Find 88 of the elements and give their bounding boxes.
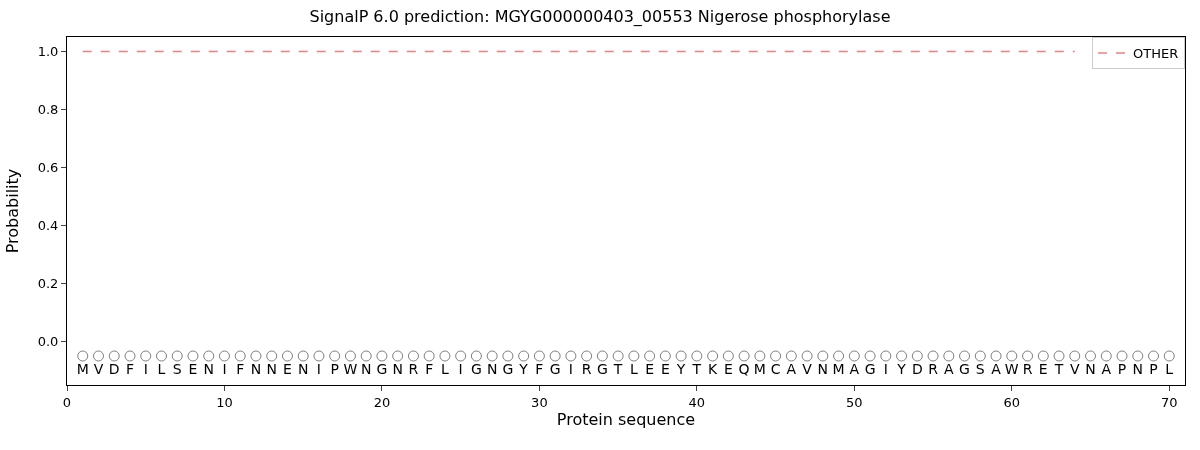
data-label: E — [723, 360, 733, 377]
data-label: V — [1069, 360, 1080, 377]
data-label: C — [770, 360, 781, 377]
data-label: F — [425, 360, 434, 377]
data-label: I — [883, 360, 888, 377]
data-label: S — [975, 360, 985, 377]
data-label: L — [441, 360, 450, 377]
y-tick-label: 0.4 — [37, 218, 59, 234]
data-label: F — [535, 360, 544, 377]
x-tick-label: 30 — [531, 394, 548, 410]
data-label: W — [343, 360, 358, 377]
data-label: S — [172, 360, 182, 377]
x-axis-title: Protein sequence — [556, 410, 696, 430]
data-label: N — [250, 360, 262, 377]
data-label: K — [708, 360, 719, 377]
data-label: L — [1165, 360, 1174, 377]
data-label: T — [691, 360, 702, 377]
data-label: G — [549, 360, 561, 377]
x-tick-label: 10 — [216, 394, 233, 410]
data-label: W — [1004, 360, 1019, 377]
data-label: Y — [896, 360, 907, 377]
x-tick-label: 20 — [373, 394, 391, 410]
x-tick-label: 70 — [1160, 394, 1178, 410]
y-tick-label: 0.2 — [37, 276, 59, 292]
data-label: P — [1117, 360, 1127, 377]
x-tick-label: 40 — [688, 394, 706, 410]
data-label: I — [458, 360, 463, 377]
data-label: N — [392, 360, 403, 377]
data-label: G — [864, 360, 876, 377]
y-tick-label: 0.8 — [37, 102, 59, 118]
data-label: A — [1101, 360, 1112, 377]
data-label: I — [316, 360, 322, 377]
data-label: N — [486, 360, 498, 377]
y-axis-title: Probability — [2, 168, 22, 254]
data-label: T — [1053, 360, 1064, 377]
data-label: E — [660, 360, 670, 377]
data-label: A — [786, 360, 797, 377]
data-label: N — [817, 360, 829, 377]
data-label: A — [944, 360, 955, 377]
data-label: V — [93, 360, 104, 377]
data-label: E — [188, 360, 198, 377]
data-label: I — [143, 360, 148, 377]
x-tick-label: 60 — [1003, 394, 1021, 410]
data-label: N — [1132, 360, 1143, 377]
data-label: E — [283, 360, 292, 377]
data-label: P — [330, 360, 339, 377]
data-label: R — [408, 360, 419, 377]
data-label: I — [222, 360, 227, 377]
legend-label: OTHER — [1133, 46, 1179, 62]
data-label: Y — [675, 360, 686, 377]
data-label: N — [1085, 360, 1096, 377]
data-label: I — [568, 360, 573, 377]
data-label: N — [266, 360, 277, 377]
x-tick-label: 50 — [846, 394, 863, 410]
data-label: D — [108, 360, 120, 377]
data-label: N — [297, 360, 309, 377]
data-label: A — [991, 360, 1002, 377]
data-label: E — [1038, 360, 1048, 377]
data-label: P — [1149, 360, 1158, 377]
y-tick-label: 0.0 — [37, 334, 59, 350]
data-label: V — [802, 360, 813, 377]
data-label: M — [76, 360, 89, 377]
data-label: F — [125, 360, 135, 377]
data-label: G — [376, 360, 388, 377]
data-label: Y — [518, 360, 529, 377]
data-label: G — [470, 360, 482, 377]
data-label: G — [959, 360, 970, 377]
data-label: L — [157, 360, 166, 377]
data-label: T — [612, 360, 623, 377]
data-label: Q — [738, 360, 750, 377]
data-label: R — [581, 360, 592, 377]
data-label: G — [502, 360, 514, 377]
data-label: A — [849, 360, 860, 377]
data-label: R — [1022, 360, 1033, 377]
x-tick-label: 0 — [62, 394, 72, 410]
data-label: L — [629, 360, 638, 377]
data-label: D — [911, 360, 923, 377]
data-label: N — [203, 360, 214, 377]
data-label: M — [832, 360, 845, 377]
data-label: G — [596, 360, 608, 377]
data-label: N — [360, 360, 372, 377]
data-label: M — [753, 360, 766, 377]
y-tick-label: 0.6 — [37, 160, 59, 176]
chart-title: SignalP 6.0 prediction: MGYG000000403_00553 Nigerose phosphorylase — [309, 7, 891, 28]
y-tick-label: 1.0 — [37, 44, 59, 60]
data-label: E — [645, 360, 655, 377]
data-label: R — [928, 360, 939, 377]
data-label: F — [236, 360, 245, 377]
